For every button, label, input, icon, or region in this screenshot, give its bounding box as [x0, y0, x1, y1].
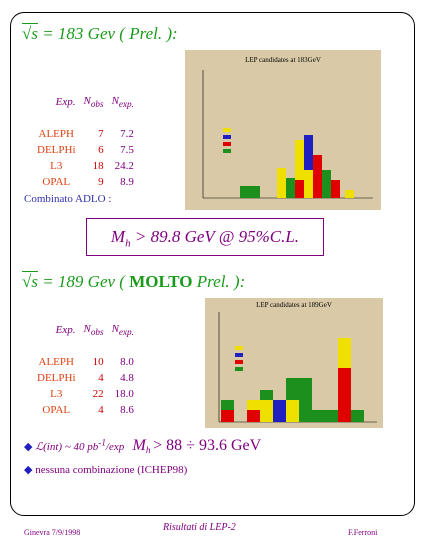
bullet-text: nessuna combinazione (ICHEP98) [35, 464, 188, 476]
combined-label: Combinato ADLO : [24, 193, 112, 205]
cell: 18 [92, 160, 104, 173]
row: DELPHi 4 4.8 [34, 371, 137, 385]
subscript: obs [90, 99, 104, 110]
plot-title: LEP candidates at 189GeV [256, 301, 332, 309]
note: Prel. ): [196, 272, 246, 291]
subscript: h [125, 237, 131, 250]
note: MOLTO [129, 272, 193, 291]
cell: OPAL [42, 404, 71, 417]
footer-center: Risultati di LEP-2 [163, 522, 236, 533]
cell: 4.8 [120, 372, 134, 385]
table: Exp. Nobs Nexp. ALEPH 7 7.2 DELPHi 6 7.5 L3 18 24.2… [32, 92, 139, 191]
header-text: N [111, 323, 119, 335]
sqrt-s: √s [22, 24, 38, 43]
row: L3 22 18.0 [34, 387, 137, 401]
lumi: ℒ(int) ~ 40 pb [35, 441, 99, 453]
header-cell: Nobs [81, 322, 107, 353]
cell: L3 [50, 160, 63, 173]
cell: 4 [98, 404, 104, 417]
subscript: obs [90, 327, 104, 338]
per-exp: /exp [105, 441, 125, 453]
cell: ALEPH [38, 128, 74, 141]
cell: 24.2 [114, 160, 134, 173]
energy: = 183 Gev [42, 24, 116, 43]
cell: 8.9 [120, 176, 134, 189]
cell: L3 [50, 388, 63, 401]
row: ALEPH 10 8.0 [34, 355, 137, 369]
cell: 7.5 [120, 144, 134, 157]
subscript: h [145, 445, 151, 456]
header-row: Exp. Nobs Nexp. [34, 322, 137, 353]
cell: 8.0 [120, 356, 134, 369]
heading: √s = 183 Gev ( Prel. ): [22, 24, 178, 44]
cell: 6 [98, 144, 104, 157]
limit-text: > 88 ÷ 93.6 GeV [153, 437, 262, 454]
slide-frame [10, 12, 415, 516]
cell: 10 [92, 356, 104, 369]
note: ( [119, 272, 125, 291]
header-cell: Exp. [34, 94, 79, 125]
row: ALEPH 7 7.2 [34, 127, 137, 141]
cell: DELPHi [37, 372, 76, 385]
row: L3 18 24.2 [34, 159, 137, 173]
header-cell: Exp. [34, 322, 79, 353]
energy: = 189 Gev [42, 272, 116, 291]
cell: 8.6 [120, 404, 134, 417]
header-text: Exp. [55, 324, 76, 337]
header-cell: Nobs [81, 94, 107, 125]
cell: OPAL [42, 176, 71, 189]
note: ( Prel. ): [119, 24, 178, 43]
symbol: M [110, 227, 126, 246]
sqrt-s: √s [22, 272, 38, 291]
cell: 9 [98, 176, 104, 189]
plot-title: LEP candidates at 183GeV [245, 56, 321, 64]
cell: 4 [98, 372, 104, 385]
cell: 7.2 [120, 128, 134, 141]
limit-text: > 89.8 GeV @ 95%C.L. [134, 227, 300, 246]
bullet: ◆ ℒ(int) ~ 40 pb-1/exp Mh > 88 ÷ 93.6 Ge… [24, 437, 262, 456]
header-text: N [111, 95, 119, 107]
plot: LEP candidates at 183GeV [185, 50, 381, 210]
cell: ALEPH [38, 356, 74, 369]
subscript: exp. [118, 99, 134, 110]
footer-left: Ginevra 7/9/1998 [24, 528, 81, 537]
header-text: N [83, 323, 91, 335]
cell: DELPHi [37, 144, 76, 157]
header-text: N [83, 95, 91, 107]
table: Exp. Nobs Nexp. ALEPH 10 8.0 DELPHi 4 4.8 L3 22 18.… [32, 320, 139, 419]
symbol: M [132, 437, 146, 454]
heading: √s = 189 Gev ( MOLTO Prel. ): [22, 272, 245, 292]
row: DELPHi 6 7.5 [34, 143, 137, 157]
footer-right: F.Ferroni [348, 528, 378, 537]
row: OPAL 4 8.6 [34, 403, 137, 417]
row: OPAL 9 8.9 [34, 175, 137, 189]
header-cell: Nexp. [109, 322, 137, 353]
header-text: Exp. [55, 96, 76, 109]
subscript: exp. [118, 327, 134, 338]
cell: 7 [98, 128, 104, 141]
superscript: -1 [98, 437, 106, 448]
header-cell: Nexp. [109, 94, 137, 125]
plot: LEP candidates at 189GeV [205, 298, 383, 428]
header-row: Exp. Nobs Nexp. [34, 94, 137, 125]
limit-box: Mh > 89.8 GeV @ 95%C.L. [86, 218, 324, 256]
bullet: ◆ nessuna combinazione (ICHEP98) [24, 464, 188, 476]
cell: 22 [92, 388, 104, 401]
cell: 18.0 [114, 388, 134, 401]
